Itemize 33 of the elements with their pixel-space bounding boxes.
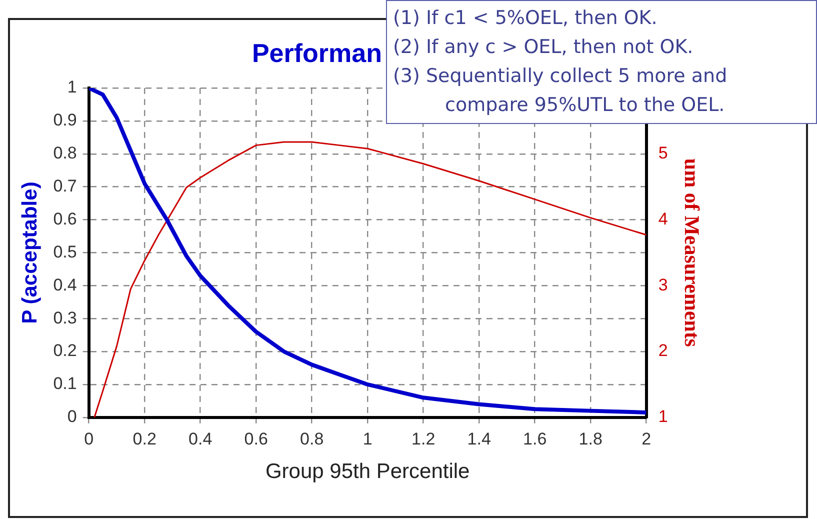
- chart-title: Performan: [252, 38, 382, 69]
- y2-tick-label: 3: [658, 275, 668, 294]
- y-tick-label: 0.1: [53, 374, 77, 394]
- x-tick-label: 0.8: [300, 429, 324, 448]
- y2-tick-label: 4: [658, 209, 668, 228]
- x-tick-label: 2: [642, 429, 652, 448]
- y-tick-label: 0: [67, 407, 77, 426]
- x-tick-label: 1.6: [523, 429, 547, 448]
- y-tick-label: 0.8: [53, 144, 77, 163]
- x-tick-label: 0.2: [132, 429, 156, 448]
- y2-tick-label: 5: [658, 144, 668, 163]
- x-tick-label: 0.4: [188, 429, 212, 448]
- x-axis-title: Group 95th Percentile: [265, 460, 470, 484]
- y2-axis-title: um of Measurements: [680, 158, 704, 347]
- y-axis-title: P (acceptable): [18, 182, 42, 324]
- annotation: (3) Sequentially collect 5 more and compare 95%UTL to the OEL.: [393, 64, 728, 118]
- x-tick-label: 0.6: [244, 429, 268, 448]
- y-tick-label: 0.2: [53, 341, 77, 360]
- y-tick-label: 0.4: [53, 275, 77, 294]
- y-tick-label: 0.3: [53, 308, 77, 328]
- y-tick-label: 0.9: [53, 110, 77, 130]
- y-tick-label: 0.7: [53, 176, 77, 196]
- y2-tick-label: 1: [658, 407, 668, 426]
- y-tick-label: 0.6: [53, 209, 77, 228]
- y2-tick-label: 2: [658, 341, 668, 360]
- x-tick-label: 1.8: [578, 429, 602, 448]
- y-tick-label: 1: [67, 78, 77, 97]
- x-tick-label: 1.2: [412, 429, 436, 448]
- x-tick-label: 1.4: [467, 429, 491, 448]
- x-tick-label: 1: [362, 429, 372, 448]
- y-tick-label: 0.5: [53, 242, 77, 262]
- note-box: (1) If c1 < 5%OEL, then OK. (2) If any c > OEL, then not OK. (3) Sequentially collect 5 more and compare 95%UTL to the OEL.: [386, 0, 817, 124]
- x-tick-label: 0: [84, 429, 94, 448]
